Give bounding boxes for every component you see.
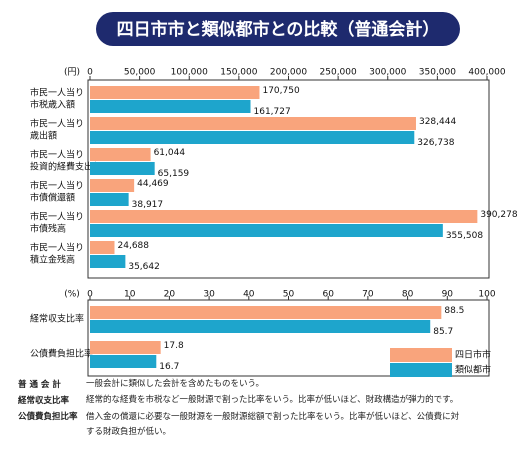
note-text: 経常的な経費を市税など一般財源で割った比率をいう。比率が低いほど、財政構造が弾力…: [86, 395, 459, 405]
x-tick-label: 0: [87, 68, 93, 78]
x-tick-label: 40: [243, 290, 255, 300]
x-tick-label: 90: [442, 290, 454, 300]
y-tick-label: 市民一人当り: [30, 180, 84, 192]
bar: [90, 306, 442, 319]
y-tick-label: 市民一人当り: [30, 87, 84, 99]
data-label: 44,469: [137, 179, 169, 189]
note-term: 普 通 会 計: [18, 380, 61, 390]
y-tick-label: 公債費負担比率: [30, 348, 93, 360]
legend-label: 四日市市: [455, 349, 491, 361]
chart-title: 四日市市と類似都市との比較（普通会計）: [117, 19, 440, 40]
note: 経常収支比率 経常的な経費を市税など一般財源で割った比率をいう。比率が低いほど、財…: [18, 394, 518, 407]
note-text: 一般会計に類似した会計を含めたものをいう。: [86, 379, 264, 389]
note: 公債費負担比率 借入金の償還に必要な一般財源を一般財源総額で割った比率をいう。比率…: [18, 410, 518, 440]
x-tick-label: 250,000: [320, 68, 357, 78]
data-label: 85.7: [433, 327, 453, 337]
bar: [90, 320, 431, 333]
data-label: 17.8: [164, 341, 184, 351]
data-label: 390,278: [480, 210, 517, 220]
bar: [90, 100, 251, 113]
unit-label: (円): [64, 67, 80, 78]
y-tick-label: 積立金残高: [30, 254, 75, 266]
data-label: 61,044: [154, 148, 186, 158]
unit-label: (%): [64, 290, 80, 300]
x-tick-label: 70: [362, 290, 374, 300]
x-tick-label: 80: [402, 290, 414, 300]
bar: [90, 210, 478, 223]
bar: [90, 255, 126, 268]
x-tick-label: 300,000: [369, 68, 406, 78]
y-tick-label: 投資的経費支出額: [30, 161, 102, 173]
bar: [90, 355, 157, 368]
x-tick-label: 200,000: [270, 68, 307, 78]
y-tick-label: 市民一人当り: [30, 211, 84, 223]
note-text: 借入金の償還に必要な一般財源を一般財源総額で割った比率をいう。比率が低いほど、公…: [86, 412, 460, 437]
x-tick-label: 150,000: [220, 68, 257, 78]
notes: 普 通 会 計 一般会計に類似した会計を含めたものをいう。経常収支比率 経常的な経費…: [18, 378, 518, 443]
x-tick-label: 50,000: [124, 68, 156, 78]
x-tick-label: 30: [203, 290, 215, 300]
y-tick-label: 市民一人当り: [30, 118, 84, 130]
note-term: 公債費負担比率: [18, 412, 78, 422]
x-tick-label: 20: [164, 290, 176, 300]
y-tick-label: 市税歳入額: [30, 99, 75, 111]
legend-swatch: [390, 348, 452, 362]
data-label: 65,159: [158, 169, 190, 179]
y-tick-label: 経常収支比率: [30, 313, 84, 325]
x-tick-label: 100,000: [171, 68, 208, 78]
data-label: 38,917: [132, 200, 164, 210]
data-label: 88.5: [444, 306, 464, 316]
data-label: 16.7: [159, 362, 179, 372]
y-tick-label: 歳出額: [30, 130, 57, 142]
x-tick-label: 400,000: [468, 68, 505, 78]
bar: [90, 193, 129, 206]
bar: [90, 241, 115, 254]
x-tick-label: 0: [87, 290, 93, 300]
x-tick-label: 10: [124, 290, 136, 300]
y-tick-label: 市民一人当り: [30, 149, 84, 161]
title-banner: [96, 12, 460, 46]
x-tick-label: 350,000: [419, 68, 456, 78]
data-label: 326,738: [417, 138, 454, 148]
bar: [90, 341, 161, 354]
x-tick-label: 50: [283, 290, 295, 300]
y-tick-label: 市債残高: [30, 223, 66, 235]
bar: [90, 162, 155, 175]
y-tick-label: 市債償還額: [30, 192, 75, 204]
data-label: 355,508: [446, 231, 483, 241]
data-label: 161,727: [254, 107, 291, 117]
y-tick-label: 市民一人当り: [30, 242, 84, 254]
note: 普 通 会 計 一般会計に類似した会計を含めたものをいう。: [18, 378, 518, 391]
bar: [90, 224, 443, 237]
x-tick-label: 100: [478, 290, 495, 300]
data-label: 35,642: [128, 262, 160, 272]
data-label: 24,688: [118, 241, 150, 251]
bar: [90, 117, 416, 130]
x-tick-label: 60: [322, 290, 334, 300]
bar: [90, 131, 415, 144]
bar: [90, 86, 260, 99]
data-label: 170,750: [262, 86, 299, 96]
legend-swatch: [390, 363, 452, 377]
legend-label: 類似都市: [455, 364, 491, 376]
data-label: 328,444: [419, 117, 456, 127]
bar: [90, 148, 151, 161]
note-term: 経常収支比率: [18, 396, 70, 406]
bar: [90, 179, 135, 192]
